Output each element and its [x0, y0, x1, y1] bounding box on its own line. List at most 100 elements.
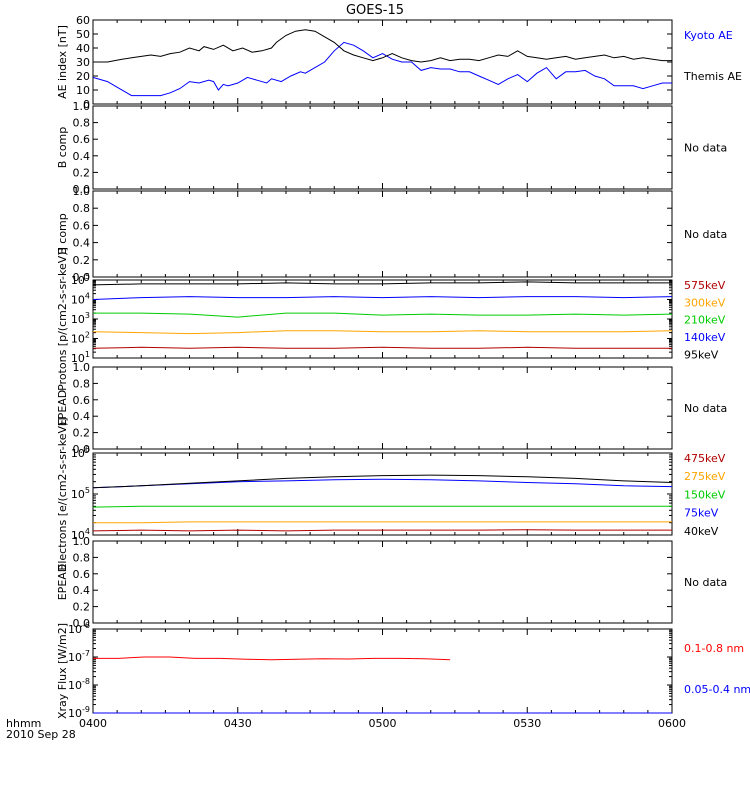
y-tick-label: 0.0 [73, 183, 91, 196]
y-axis-label: Electrons [e/(cm2-s-sr-keV)] [56, 417, 69, 570]
x-tick-label: 0500 [369, 717, 397, 730]
y-axis-label: EPEAD [56, 564, 69, 601]
y-tick-label: 105 [71, 486, 90, 501]
panel-frame [92, 190, 673, 278]
y-tick-label: 40 [76, 42, 90, 55]
legend-label: 300keV [684, 296, 726, 309]
panel-b-comp-1: 0.0 0.2 0.4 0.6 0.8 1.0 B comp No data [56, 100, 727, 196]
y-tick-label: 104 [71, 527, 90, 542]
series-line-themis-ae [93, 29, 672, 63]
legend-label: Themis AE [683, 70, 742, 83]
plot-title: GOES-15 [346, 3, 404, 18]
x-axis-unit-label: hhmm [6, 717, 41, 730]
y-tick-label: 10 [76, 84, 90, 97]
legend-label: 75keV [684, 507, 719, 520]
panel-frame [92, 628, 673, 714]
y-tick-label: 0.6 [73, 394, 91, 407]
series-line-kyoto-ae [92, 41, 672, 97]
y-tick-label: 1.0 [73, 185, 91, 198]
y-tick-label: 0.2 [73, 254, 91, 267]
y-tick-label: 105 [71, 272, 90, 287]
legend-label: Kyoto AE [684, 29, 733, 42]
y-tick-label: 0.8 [73, 551, 91, 564]
y-tick-label: 0.6 [73, 133, 91, 146]
y-tick-label: 106 [71, 445, 90, 460]
panel-epead-2: 0.0 0.2 0.4 0.6 0.8 1.0 EPEAD No data [56, 535, 727, 630]
y-tick-label: 0.0 [73, 443, 91, 456]
y-tick-label: 0.2 [73, 166, 91, 179]
panel-frame [92, 452, 673, 536]
no-data-label: No data [684, 228, 727, 241]
y-tick-label: 0 [83, 98, 90, 111]
y-tick-label: 30 [76, 56, 90, 69]
legend-label: 95keV [684, 348, 719, 361]
y-tick-label: 0.6 [73, 219, 91, 232]
series-line-0-1-0-8-nm [93, 656, 451, 661]
y-tick-label: 103 [71, 311, 90, 326]
series-line-210kev [93, 312, 673, 318]
plot-date: 2010 Sep 28 [6, 728, 76, 741]
panel-frame [92, 540, 673, 624]
y-tick-label: 0.4 [73, 237, 91, 250]
panel-frame [92, 105, 673, 190]
panel-frame [92, 366, 673, 450]
y-axis-label: Xray Flux [W/m2] [56, 623, 69, 719]
series-line-40kev [92, 474, 673, 489]
panel-frame [92, 19, 673, 105]
no-data-label: No data [684, 142, 727, 155]
series-line-275kev [93, 521, 672, 524]
x-tick-label: 0600 [658, 717, 686, 730]
y-tick-label: 0.8 [73, 202, 91, 215]
y-tick-label: 50 [76, 28, 90, 41]
y-tick-label: 10-8 [68, 677, 90, 692]
no-data-label: No data [684, 576, 727, 589]
y-tick-label: 0.4 [73, 150, 91, 163]
legend-label: 0.1-0.8 nm [684, 642, 744, 655]
y-tick-label: 0.8 [73, 377, 91, 390]
y-tick-label: 60 [76, 14, 90, 27]
y-axis-label: Protons [p/(cm2-s-sr-keV)] [56, 247, 69, 391]
y-tick-label: 1.0 [73, 100, 91, 113]
y-tick-label: 102 [71, 331, 90, 346]
legend-label: 575keV [684, 279, 726, 292]
y-tick-label: 1.0 [73, 535, 91, 548]
series-line-475kev [92, 529, 672, 532]
legend-label: 140keV [684, 331, 726, 344]
legend-label: 475keV [684, 452, 726, 465]
y-tick-label: 0.6 [73, 568, 91, 581]
legend-label: 210keV [684, 314, 726, 327]
panel-epead-1: 0.0 0.2 0.4 0.6 0.8 1.0 EPEAD No data [56, 361, 727, 456]
y-axis-label: AE index [nT] [56, 25, 69, 99]
series-line-140kev [92, 296, 673, 300]
y-tick-label: 101 [71, 350, 90, 365]
legend-label: 275keV [684, 470, 726, 483]
x-tick-label: 0530 [513, 717, 541, 730]
y-tick-label: 0.8 [73, 117, 91, 130]
y-axis-label: B comp [56, 213, 69, 255]
y-tick-label: 104 [71, 292, 90, 307]
legend-label: 0.05-0.4 nm [684, 683, 750, 696]
y-tick-label: 1.0 [73, 361, 91, 374]
series-line-575kev [92, 346, 672, 349]
y-tick-label: 20 [76, 70, 90, 83]
series-line-150kev [92, 505, 672, 508]
y-tick-label: 0.4 [73, 584, 91, 597]
y-tick-label: 10-6 [68, 621, 90, 636]
y-axis-label: B comp [56, 127, 69, 169]
y-tick-label: 10-7 [68, 649, 90, 664]
x-tick-label: 0400 [79, 717, 107, 730]
panel-b-comp-2: 0.0 0.2 0.4 0.6 0.8 1.0 B comp No data [56, 185, 727, 284]
y-tick-label: 0.4 [73, 410, 91, 423]
series-line-95kev [92, 281, 672, 286]
x-tick-label: 0430 [224, 717, 252, 730]
y-axis-label: EPEAD [56, 390, 69, 427]
y-tick-label: 10-9 [68, 705, 90, 720]
series-line-300kev [92, 330, 673, 335]
y-tick-label: 0.2 [73, 601, 91, 614]
